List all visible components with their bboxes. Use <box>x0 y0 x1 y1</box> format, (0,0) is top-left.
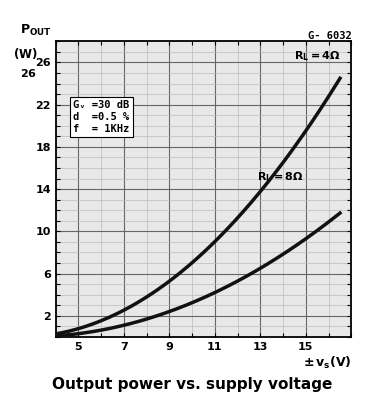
Text: $\bf{(W)}$: $\bf{(W)}$ <box>13 46 38 61</box>
Text: Gᵥ =30 dB
d  =0.5 %
f  = 1KHz: Gᵥ =30 dB d =0.5 % f = 1KHz <box>73 100 130 134</box>
Text: $\bf{R_L = 8\Omega}$: $\bf{R_L = 8\Omega}$ <box>257 170 303 184</box>
Text: G- 6032: G- 6032 <box>308 32 351 41</box>
Text: Output power vs. supply voltage: Output power vs. supply voltage <box>52 377 332 392</box>
Text: $\bf{\pm\,v_s(V)}$: $\bf{\pm\,v_s(V)}$ <box>303 355 351 371</box>
Text: $\bf{26}$: $\bf{26}$ <box>20 67 37 79</box>
Text: $\bf{R_L = 4\Omega}$: $\bf{R_L = 4\Omega}$ <box>294 49 340 63</box>
Text: $\bf{P_{OUT}}$: $\bf{P_{OUT}}$ <box>20 23 52 39</box>
